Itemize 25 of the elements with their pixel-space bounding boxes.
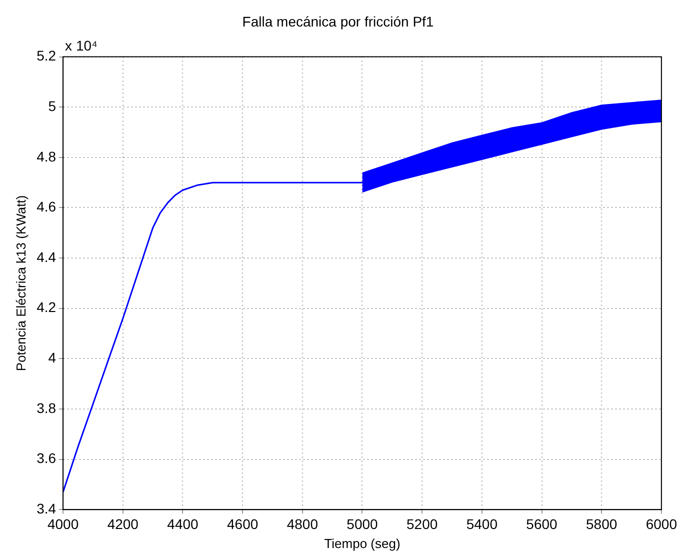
text: x 10⁴ xyxy=(65,38,98,54)
x-tick-label: 5000 xyxy=(346,516,378,532)
y-tick-label: 4.8 xyxy=(36,148,56,164)
y-tick-label: 5.2 xyxy=(36,48,56,64)
x-tick-label: 5800 xyxy=(586,516,618,532)
y-tick-label: 4.6 xyxy=(36,198,56,215)
x-axis-title: Tiempo (seg) xyxy=(324,536,400,551)
y-tick-label: 3.4 xyxy=(36,500,56,516)
y-tick-label: 5 xyxy=(48,98,56,114)
y-tick-label: 4.2 xyxy=(36,299,56,316)
x-tick-label: 5400 xyxy=(466,516,498,532)
y-tick-label: 3.6 xyxy=(36,450,56,466)
x-tick-label: 4800 xyxy=(286,516,318,532)
y-tick-label: 3.8 xyxy=(36,400,56,416)
y-tick-label: 4.4 xyxy=(36,248,56,265)
x-tick-label: 4400 xyxy=(167,516,199,532)
x-tick-label: 4200 xyxy=(107,516,139,532)
x-tick-label: 5200 xyxy=(406,516,438,532)
chart-title: Falla mecánica por fricción Pf1 xyxy=(242,13,434,30)
y-tick-label: 4 xyxy=(48,350,56,366)
x-tick-label: 4000 xyxy=(47,516,79,532)
x-tick-label: 4600 xyxy=(226,516,258,532)
y-axis-title: Potencia Eléctrica k13 (KWatt) xyxy=(13,195,28,372)
x-tick-label: 6000 xyxy=(646,516,678,532)
x-tick-label: 5600 xyxy=(526,516,558,532)
